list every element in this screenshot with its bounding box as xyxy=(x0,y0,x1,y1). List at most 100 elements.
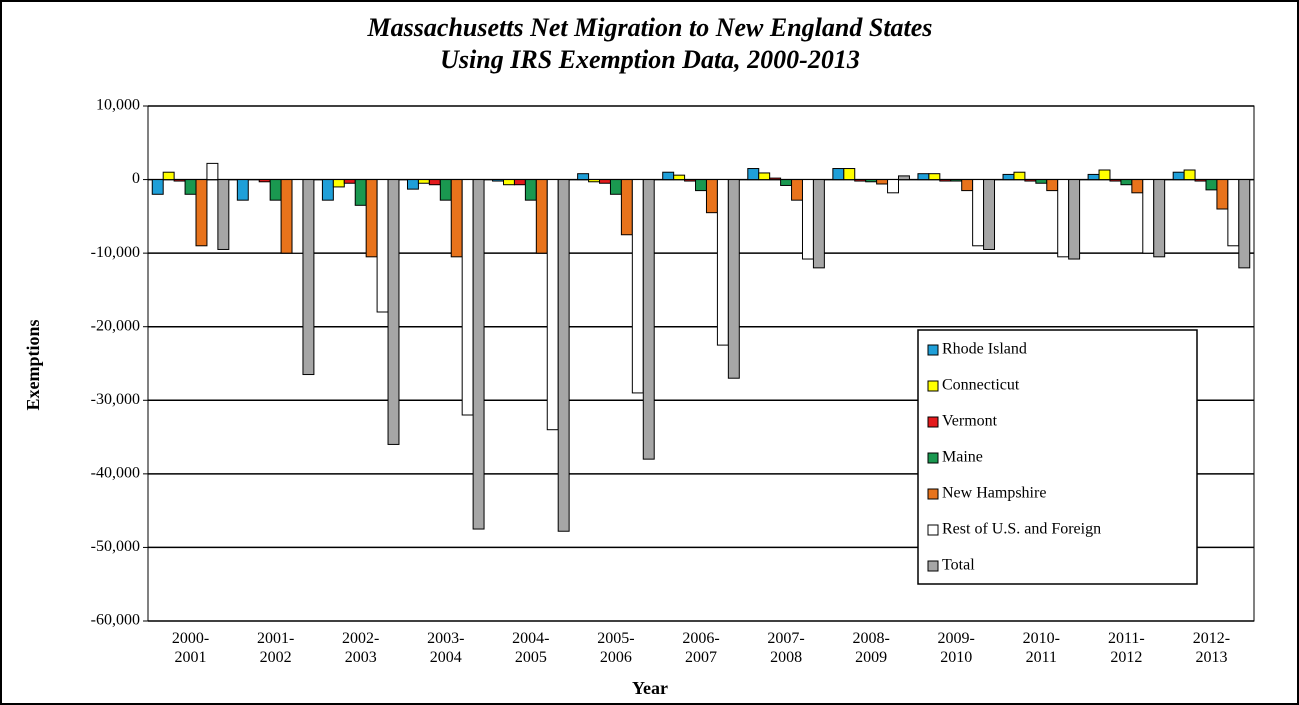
bar xyxy=(535,179,548,254)
x-tick-label: 2005-2006 xyxy=(597,630,635,666)
bar xyxy=(769,177,782,181)
bar xyxy=(983,179,996,250)
bar xyxy=(1194,179,1207,182)
y-tick-label: -60,000 xyxy=(91,612,140,629)
bar xyxy=(195,179,208,247)
chart-title: Massachusetts Net Migration to New Engla… xyxy=(367,13,933,42)
x-tick-label: 2002-2003 xyxy=(342,630,380,666)
bar xyxy=(599,179,611,184)
bar xyxy=(217,179,230,250)
bar xyxy=(972,179,985,247)
bar xyxy=(472,179,485,530)
y-tick-label: -30,000 xyxy=(91,391,140,408)
bar xyxy=(758,172,771,181)
bar xyxy=(791,179,803,201)
legend-label: Maine xyxy=(942,449,983,466)
bar xyxy=(1087,173,1100,181)
y-tick-label: -20,000 xyxy=(91,317,140,334)
bar xyxy=(588,179,601,183)
x-tick-label: 2012-2013 xyxy=(1192,630,1231,666)
x-tick-label: 2004-2005 xyxy=(512,630,550,666)
bar xyxy=(876,179,889,185)
bar xyxy=(513,179,526,186)
bar xyxy=(950,179,963,182)
bar xyxy=(1227,179,1240,247)
bar xyxy=(1216,179,1229,210)
legend-swatch xyxy=(927,416,939,428)
legend-label: New Hampshire xyxy=(942,485,1046,502)
bar xyxy=(503,179,515,186)
y-tick-label: -40,000 xyxy=(91,465,140,482)
bar xyxy=(173,179,186,182)
bar xyxy=(631,179,644,394)
y-axis-label: Exemptions xyxy=(23,319,43,410)
bar xyxy=(236,179,249,201)
bar xyxy=(684,179,697,182)
bar xyxy=(417,179,430,184)
bar xyxy=(747,168,760,181)
bar xyxy=(162,171,175,181)
bar xyxy=(376,179,389,313)
bar xyxy=(524,179,537,201)
bar xyxy=(546,179,559,431)
bar xyxy=(1046,179,1059,192)
bar xyxy=(557,179,570,532)
bar xyxy=(1153,179,1166,258)
x-tick-label: 2000-2001 xyxy=(171,630,210,666)
bar xyxy=(939,179,952,182)
bar xyxy=(206,162,219,181)
x-tick-label: 2011-2012 xyxy=(1108,630,1145,666)
bar xyxy=(321,179,334,201)
legend-swatch xyxy=(927,524,939,536)
bar xyxy=(832,168,845,181)
x-axis-label: Year xyxy=(632,678,668,698)
legend-label: Rest of U.S. and Foreign xyxy=(942,521,1101,538)
bar xyxy=(887,179,899,194)
x-tick-label: 2001-2002 xyxy=(256,630,295,666)
bar xyxy=(801,179,814,260)
bar xyxy=(1013,171,1026,181)
legend-box xyxy=(917,329,1198,585)
bar xyxy=(812,179,825,269)
x-tick-label: 2007-2008 xyxy=(767,630,805,666)
bar xyxy=(695,179,707,192)
bar xyxy=(269,179,282,201)
bar xyxy=(492,179,504,182)
bar xyxy=(1068,179,1081,260)
legend-label: Vermont xyxy=(942,413,998,430)
bar xyxy=(1120,179,1133,186)
legend-swatch xyxy=(927,344,939,356)
bar xyxy=(1183,169,1196,181)
legend-swatch xyxy=(927,560,939,572)
bar xyxy=(609,179,622,195)
bar xyxy=(332,179,345,188)
bar xyxy=(928,173,941,181)
bar xyxy=(1024,179,1037,182)
bar xyxy=(727,179,740,379)
bar xyxy=(258,179,271,183)
y-tick-label: 10,000 xyxy=(96,97,140,114)
bar xyxy=(1172,171,1185,181)
bar xyxy=(354,179,367,206)
bar xyxy=(843,168,856,181)
bar xyxy=(780,179,793,186)
bar xyxy=(365,179,378,258)
bar xyxy=(1002,173,1015,181)
x-tick-label: 2008-2009 xyxy=(852,630,890,666)
bar xyxy=(1098,169,1111,181)
x-tick-label: 2010-2011 xyxy=(1022,630,1060,666)
bar xyxy=(406,179,419,190)
bar xyxy=(662,171,675,181)
legend-swatch xyxy=(927,488,939,500)
x-tick-label: 2006-2007 xyxy=(682,630,720,666)
legend-label: Rhode Island xyxy=(942,341,1027,358)
y-tick-label: -10,000 xyxy=(91,244,140,261)
bar xyxy=(917,173,930,181)
bar xyxy=(642,179,655,460)
bar xyxy=(302,179,315,376)
y-tick-label: -50,000 xyxy=(91,538,140,555)
x-tick-label: 2009-2010 xyxy=(937,630,975,666)
bar xyxy=(577,173,590,181)
bar xyxy=(1109,179,1122,182)
